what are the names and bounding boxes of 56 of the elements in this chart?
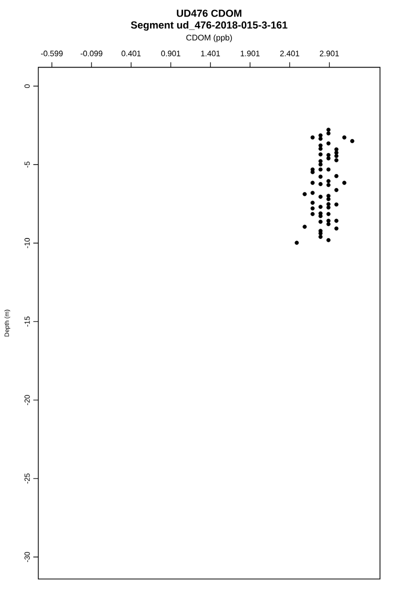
point <box>326 152 331 158</box>
point <box>318 162 323 167</box>
point <box>318 143 323 148</box>
point <box>326 141 331 146</box>
point <box>326 212 331 216</box>
point <box>326 128 331 132</box>
point <box>326 222 331 226</box>
point <box>318 152 323 156</box>
point <box>318 220 323 224</box>
point <box>318 167 323 172</box>
chart-subtitle: Segment ud_476-2018-015-3-161 <box>130 21 288 31</box>
point <box>326 156 331 160</box>
point <box>326 205 331 210</box>
point <box>334 174 338 178</box>
point <box>318 204 323 209</box>
point <box>350 139 354 144</box>
point <box>318 214 323 218</box>
x-axis-title: CDOM (ppb) <box>186 34 232 42</box>
point <box>310 206 315 210</box>
point <box>326 179 331 184</box>
point <box>334 154 338 158</box>
point <box>302 224 307 229</box>
point <box>294 240 299 245</box>
point <box>326 194 331 198</box>
point <box>334 226 338 231</box>
point <box>326 202 331 206</box>
point <box>318 133 323 138</box>
point <box>342 180 346 185</box>
point <box>310 190 315 195</box>
point <box>334 202 338 207</box>
point <box>334 150 338 155</box>
chart-title: UD476 CDOM <box>176 10 242 17</box>
point <box>334 188 338 192</box>
point <box>326 167 331 172</box>
point <box>318 234 323 239</box>
point <box>318 182 323 186</box>
point <box>318 136 323 141</box>
point <box>310 170 315 174</box>
point <box>326 131 331 136</box>
point <box>318 174 323 179</box>
point <box>310 135 315 140</box>
point <box>334 218 338 223</box>
point <box>302 192 307 196</box>
point <box>318 146 323 151</box>
point <box>310 212 315 216</box>
point <box>318 159 323 164</box>
point <box>310 180 315 185</box>
point <box>326 218 331 223</box>
point <box>334 147 338 152</box>
point <box>326 182 331 188</box>
point <box>326 197 331 202</box>
point <box>326 238 331 242</box>
point <box>310 200 315 205</box>
point <box>334 158 338 162</box>
point <box>318 194 323 199</box>
point <box>342 135 346 140</box>
